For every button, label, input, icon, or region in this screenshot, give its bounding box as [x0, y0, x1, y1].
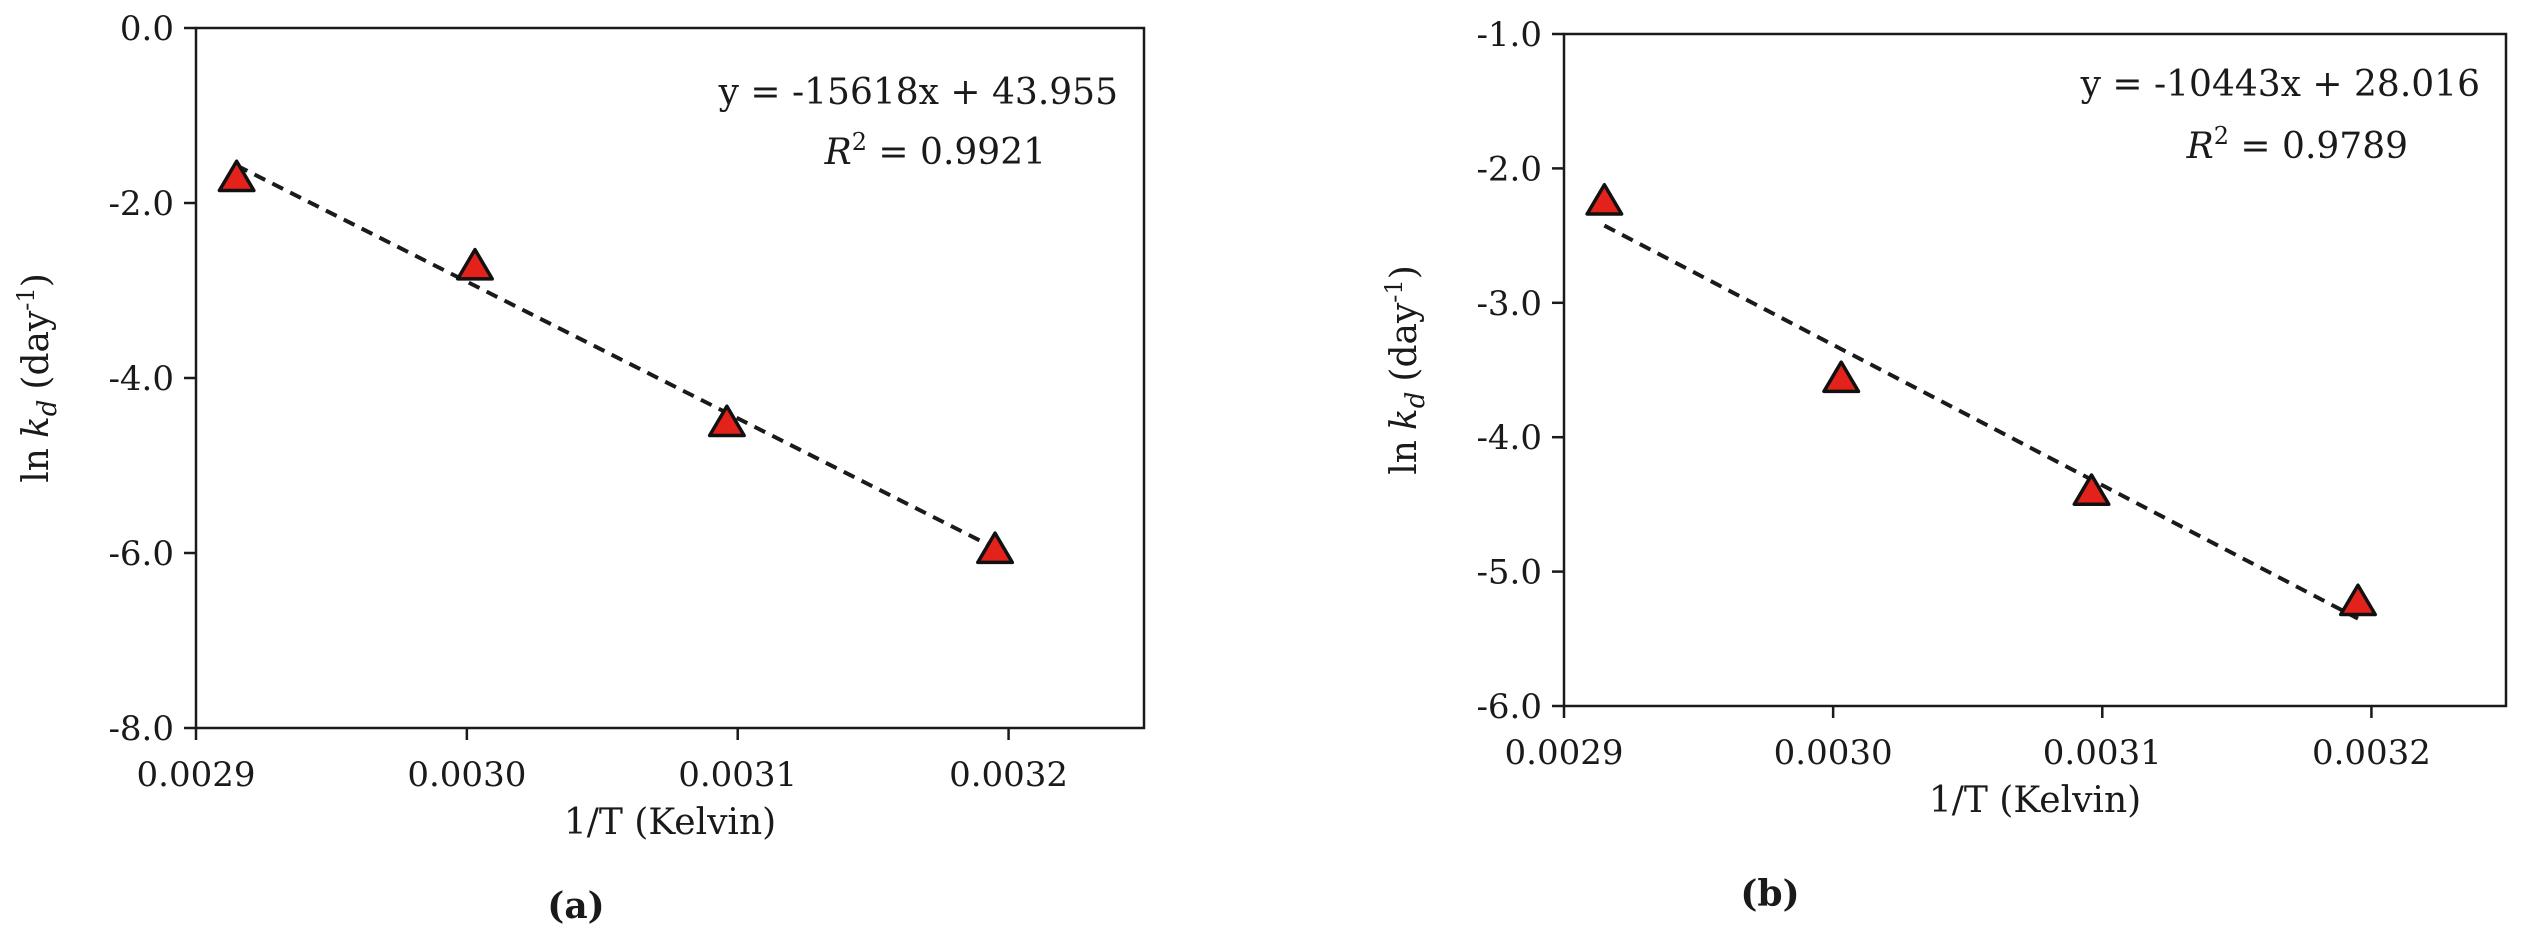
y-axis-title-close-a: ) — [16, 273, 57, 287]
x-tick-label: 0.0029 — [137, 755, 256, 795]
y-tick-label: -4.0 — [108, 359, 174, 399]
x-axis-title-a: 1/T (Kelvin) — [564, 802, 776, 843]
y-axis-title-unit-a: (day — [16, 310, 57, 390]
r-squared-b: R2 = 0.9789 — [2186, 122, 2408, 167]
x-tick-label: 0.0030 — [407, 755, 526, 795]
y-tick-label: -4.0 — [1476, 418, 1542, 458]
r-squared-value-b: = 0.9789 — [2229, 126, 2408, 167]
trendline-b — [1603, 223, 2359, 621]
data-point-triangle — [455, 247, 494, 281]
y-tick-label: -8.0 — [108, 709, 174, 749]
x-tick-label: 0.0029 — [1505, 733, 1624, 773]
y-tick-label: -2.0 — [1476, 149, 1542, 189]
y-tick-label: -3.0 — [1476, 284, 1542, 324]
data-point-triangle — [2338, 583, 2377, 617]
y-axis-ticks-b: -1.0 -2.0 -3.0 -4.0 -5.0 -6.0 — [1476, 15, 1564, 727]
y-axis-title-prefix-a: ln — [16, 448, 57, 483]
y-tick-label: -6.0 — [1476, 687, 1542, 727]
trendline-a — [235, 163, 996, 550]
chart-panel-b: 0.0029 0.0030 0.0031 0.0032 -1.0 -2.0 -3.0 -4.… — [1380, 15, 2508, 915]
r-squared-symbol-a: R — [824, 132, 852, 173]
y-axis-title-prefix-b: ln — [1384, 440, 1425, 475]
r-squared-superscript-b: 2 — [2214, 122, 2229, 150]
r-squared-symbol-b: R — [2186, 126, 2214, 167]
r-squared-value-a: = 0.9921 — [867, 132, 1046, 173]
y-axis-title-var-b: k — [1384, 408, 1425, 430]
data-point-triangle — [1822, 360, 1861, 394]
y-axis-title-sub-a: d — [33, 400, 63, 417]
y-axis-title-sub-b: d — [1401, 392, 1431, 409]
r-squared-a: R2 = 0.9921 — [824, 128, 1046, 173]
x-axis-ticks-a: 0.0029 0.0030 0.0031 0.0032 — [137, 728, 1068, 795]
y-tick-label: 0.0 — [120, 9, 174, 49]
plot-area-a — [194, 26, 1146, 730]
y-tick-label: -2.0 — [108, 184, 174, 224]
y-axis-title-close-b: ) — [1384, 265, 1425, 279]
x-axis-title-b: 1/T (Kelvin) — [1929, 780, 2141, 821]
panel-label-b: (b) — [1740, 873, 1799, 915]
x-tick-label: 0.0030 — [1774, 733, 1893, 773]
y-axis-ticks-a: 0.0 -2.0 -4.0 -6.0 -8.0 — [108, 9, 196, 749]
x-axis-ticks-b: 0.0029 0.0030 0.0031 0.0032 — [1505, 706, 2431, 773]
data-points-b — [1585, 183, 2377, 617]
panel-label-a: (a) — [547, 885, 604, 927]
data-point-triangle — [707, 404, 746, 438]
data-point-triangle — [217, 159, 256, 193]
y-tick-label: -1.0 — [1476, 15, 1542, 55]
y-tick-label: -6.0 — [108, 534, 174, 574]
y-axis-title-sup-b: -1 — [1380, 279, 1408, 302]
x-tick-label: 0.0031 — [2043, 733, 2162, 773]
y-axis-title-b: ln kd (day-1) — [1380, 265, 1431, 475]
x-tick-label: 0.0032 — [949, 755, 1068, 795]
x-tick-label: 0.0032 — [2312, 733, 2431, 773]
y-axis-title-var-a: k — [16, 416, 57, 438]
data-point-triangle — [1585, 183, 1624, 216]
data-point-triangle — [2072, 473, 2111, 507]
data-point-triangle — [976, 531, 1015, 565]
plot-area-b — [1562, 32, 2508, 708]
trendline-equation-b: y = -10443x + 28.016 — [2080, 64, 2480, 105]
x-tick-label: 0.0031 — [678, 755, 797, 795]
chart-panel-a: 0.0029 0.0030 0.0031 0.0032 0.0 -2.0 -4.0 -6.0… — [12, 9, 1146, 927]
trendline-equation-a: y = -15618x + 43.955 — [718, 72, 1118, 113]
y-axis-title-a: ln kd (day-1) — [12, 273, 63, 483]
y-axis-title-unit-b: (day — [1384, 302, 1425, 382]
r-squared-superscript-a: 2 — [852, 128, 867, 156]
y-axis-title-sup-a: -1 — [12, 287, 40, 310]
data-points-a — [217, 159, 1015, 565]
y-tick-label: -5.0 — [1476, 553, 1542, 593]
